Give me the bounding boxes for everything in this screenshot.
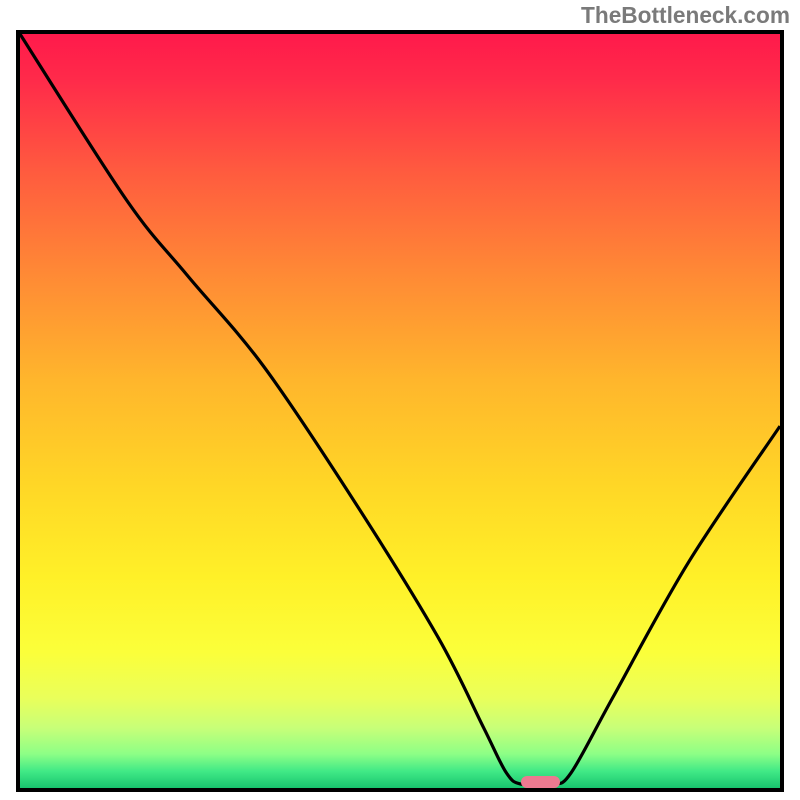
curve-path bbox=[20, 34, 780, 786]
chart-frame: TheBottleneck.com bbox=[0, 0, 800, 800]
optimal-marker bbox=[521, 776, 561, 788]
bottleneck-curve bbox=[20, 34, 780, 788]
attribution-text: TheBottleneck.com bbox=[581, 2, 790, 29]
plot-area bbox=[16, 30, 784, 792]
